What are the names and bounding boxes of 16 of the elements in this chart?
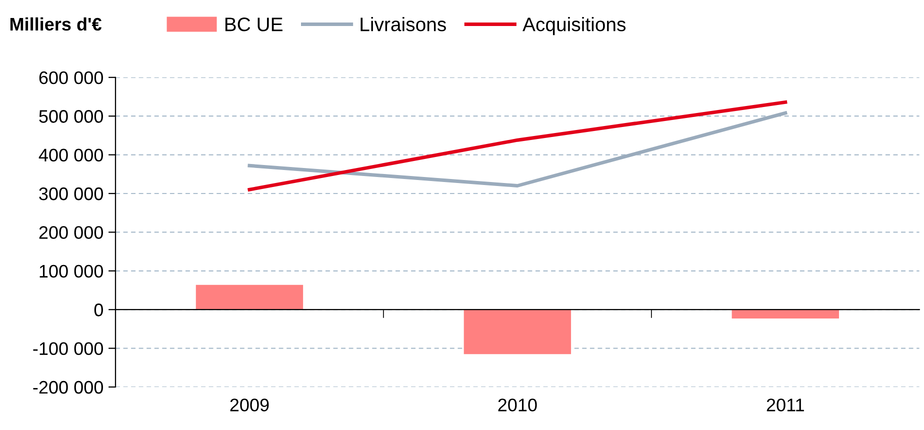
y-tick-label: 600 000 [39,71,103,84]
y-tick-label: -100 000 [33,342,103,356]
y-axis-title: Milliers d'€ [10,17,102,31]
x-tick-label: 2010 [498,398,537,412]
y-tick-label: 400 000 [38,148,103,162]
y-tick-label: 300 000 [39,187,103,200]
y-tick-label: 0 [94,304,103,316]
y-tick-label: 200 000 [39,226,103,239]
y-tick-label: -200 000 [33,380,103,394]
legend-label: BC UE [225,18,282,32]
y-tick-label: 100 000 [40,264,103,278]
y-tick-label: 500 000 [39,110,103,123]
x-tick-label: 2009 [230,398,269,412]
x-tick-label: 2011 [766,398,804,412]
legend-label: Acquisitions [522,17,626,36]
legend-label: Livraisons [360,17,446,32]
